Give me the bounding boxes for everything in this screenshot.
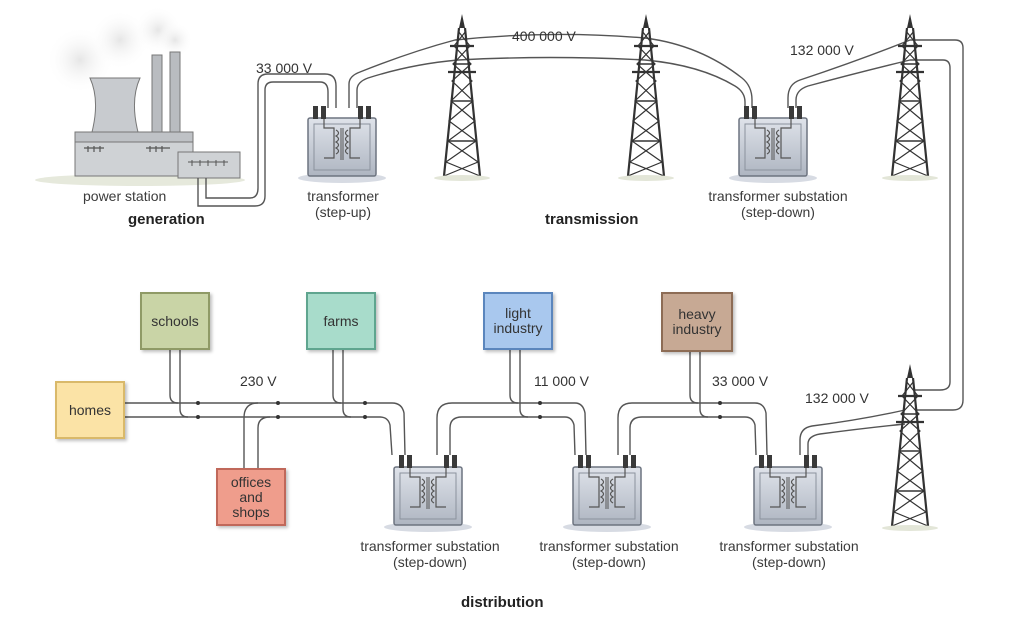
voltage-transmission-line: 400 000 V xyxy=(512,28,576,44)
consumer-light-industry-line1: light xyxy=(505,305,531,321)
step-up-transformer-label: transformer (step-up) xyxy=(283,188,403,220)
step-up-transformer-label-line1: transformer xyxy=(307,188,379,204)
consumer-homes: homes xyxy=(55,381,125,439)
step-up-transformer-icon xyxy=(297,105,387,184)
power-station-icon xyxy=(35,51,245,186)
distribution-substation-label-2-line1: transformer substation xyxy=(539,538,679,554)
consumer-offices-line2: and xyxy=(239,488,263,505)
voltage-generator-output: 33 000 V xyxy=(256,60,313,76)
stage-generation: generation xyxy=(128,211,205,228)
consumer-offices-line3: shops xyxy=(232,503,270,520)
voltage-heavy-industry: 33 000 V xyxy=(712,373,769,389)
consumer-schools: schools xyxy=(140,292,210,350)
transmission-substation-label: transformer substation (step-down) xyxy=(688,188,868,220)
distribution-substation-label-2: transformer substation (step-down) xyxy=(519,538,699,570)
transmission-wires xyxy=(197,33,964,411)
wire-junctions xyxy=(196,401,722,419)
transformer-substation-icon xyxy=(728,105,818,184)
consumer-offices-and-shops: offices and shops xyxy=(216,468,286,526)
voltage-light-industry: 11 000 V xyxy=(534,373,590,389)
consumer-heavy-industry-line1: heavy xyxy=(678,306,716,322)
pylon-icon xyxy=(616,12,676,183)
consumer-heavy-industry-line2: industry xyxy=(672,321,722,337)
voltage-domestic: 230 V xyxy=(240,373,277,389)
voltage-distribution-in: 132 000 V xyxy=(805,390,869,406)
transformer-substation-icon xyxy=(383,454,473,533)
pylon-icon xyxy=(880,12,940,183)
distribution-substation-label-2-line2: (step-down) xyxy=(572,554,646,570)
transformer-substation-icon xyxy=(562,454,652,533)
transmission-substation-label-line2: (step-down) xyxy=(741,204,815,220)
stage-distribution: distribution xyxy=(461,594,544,611)
distribution-substation-label-3: transformer substation (step-down) xyxy=(699,538,879,570)
consumer-homes-label: homes xyxy=(68,401,112,418)
distribution-substation-label-1-line2: (step-down) xyxy=(393,554,467,570)
pylon-icon xyxy=(880,362,940,533)
distribution-substation-label-1: transformer substation (step-down) xyxy=(340,538,520,570)
distribution-wires xyxy=(125,350,906,468)
consumer-farms-label: farms xyxy=(323,312,359,329)
smoke xyxy=(46,6,193,94)
stage-transmission: transmission xyxy=(545,211,639,228)
transformer-substation-icon xyxy=(743,454,833,533)
transmission-substation-label-line1: transformer substation xyxy=(708,188,848,204)
step-up-transformer-label-line2: (step-up) xyxy=(314,204,372,220)
consumer-schools-label: schools xyxy=(151,312,199,329)
voltage-after-substation: 132 000 V xyxy=(790,42,854,58)
consumer-light-industry: light industry xyxy=(483,292,553,350)
distribution-substation-label-3-line2: (step-down) xyxy=(752,554,826,570)
power-station-label: power station xyxy=(83,188,167,204)
consumer-offices-line1: offices xyxy=(230,473,272,490)
distribution-substation-label-1-line1: transformer substation xyxy=(360,538,500,554)
consumer-farms: farms xyxy=(306,292,376,350)
distribution-substation-label-3-line1: transformer substation xyxy=(719,538,859,554)
consumer-light-industry-line2: industry xyxy=(493,320,543,336)
consumer-heavy-industry: heavy industry xyxy=(661,292,733,352)
